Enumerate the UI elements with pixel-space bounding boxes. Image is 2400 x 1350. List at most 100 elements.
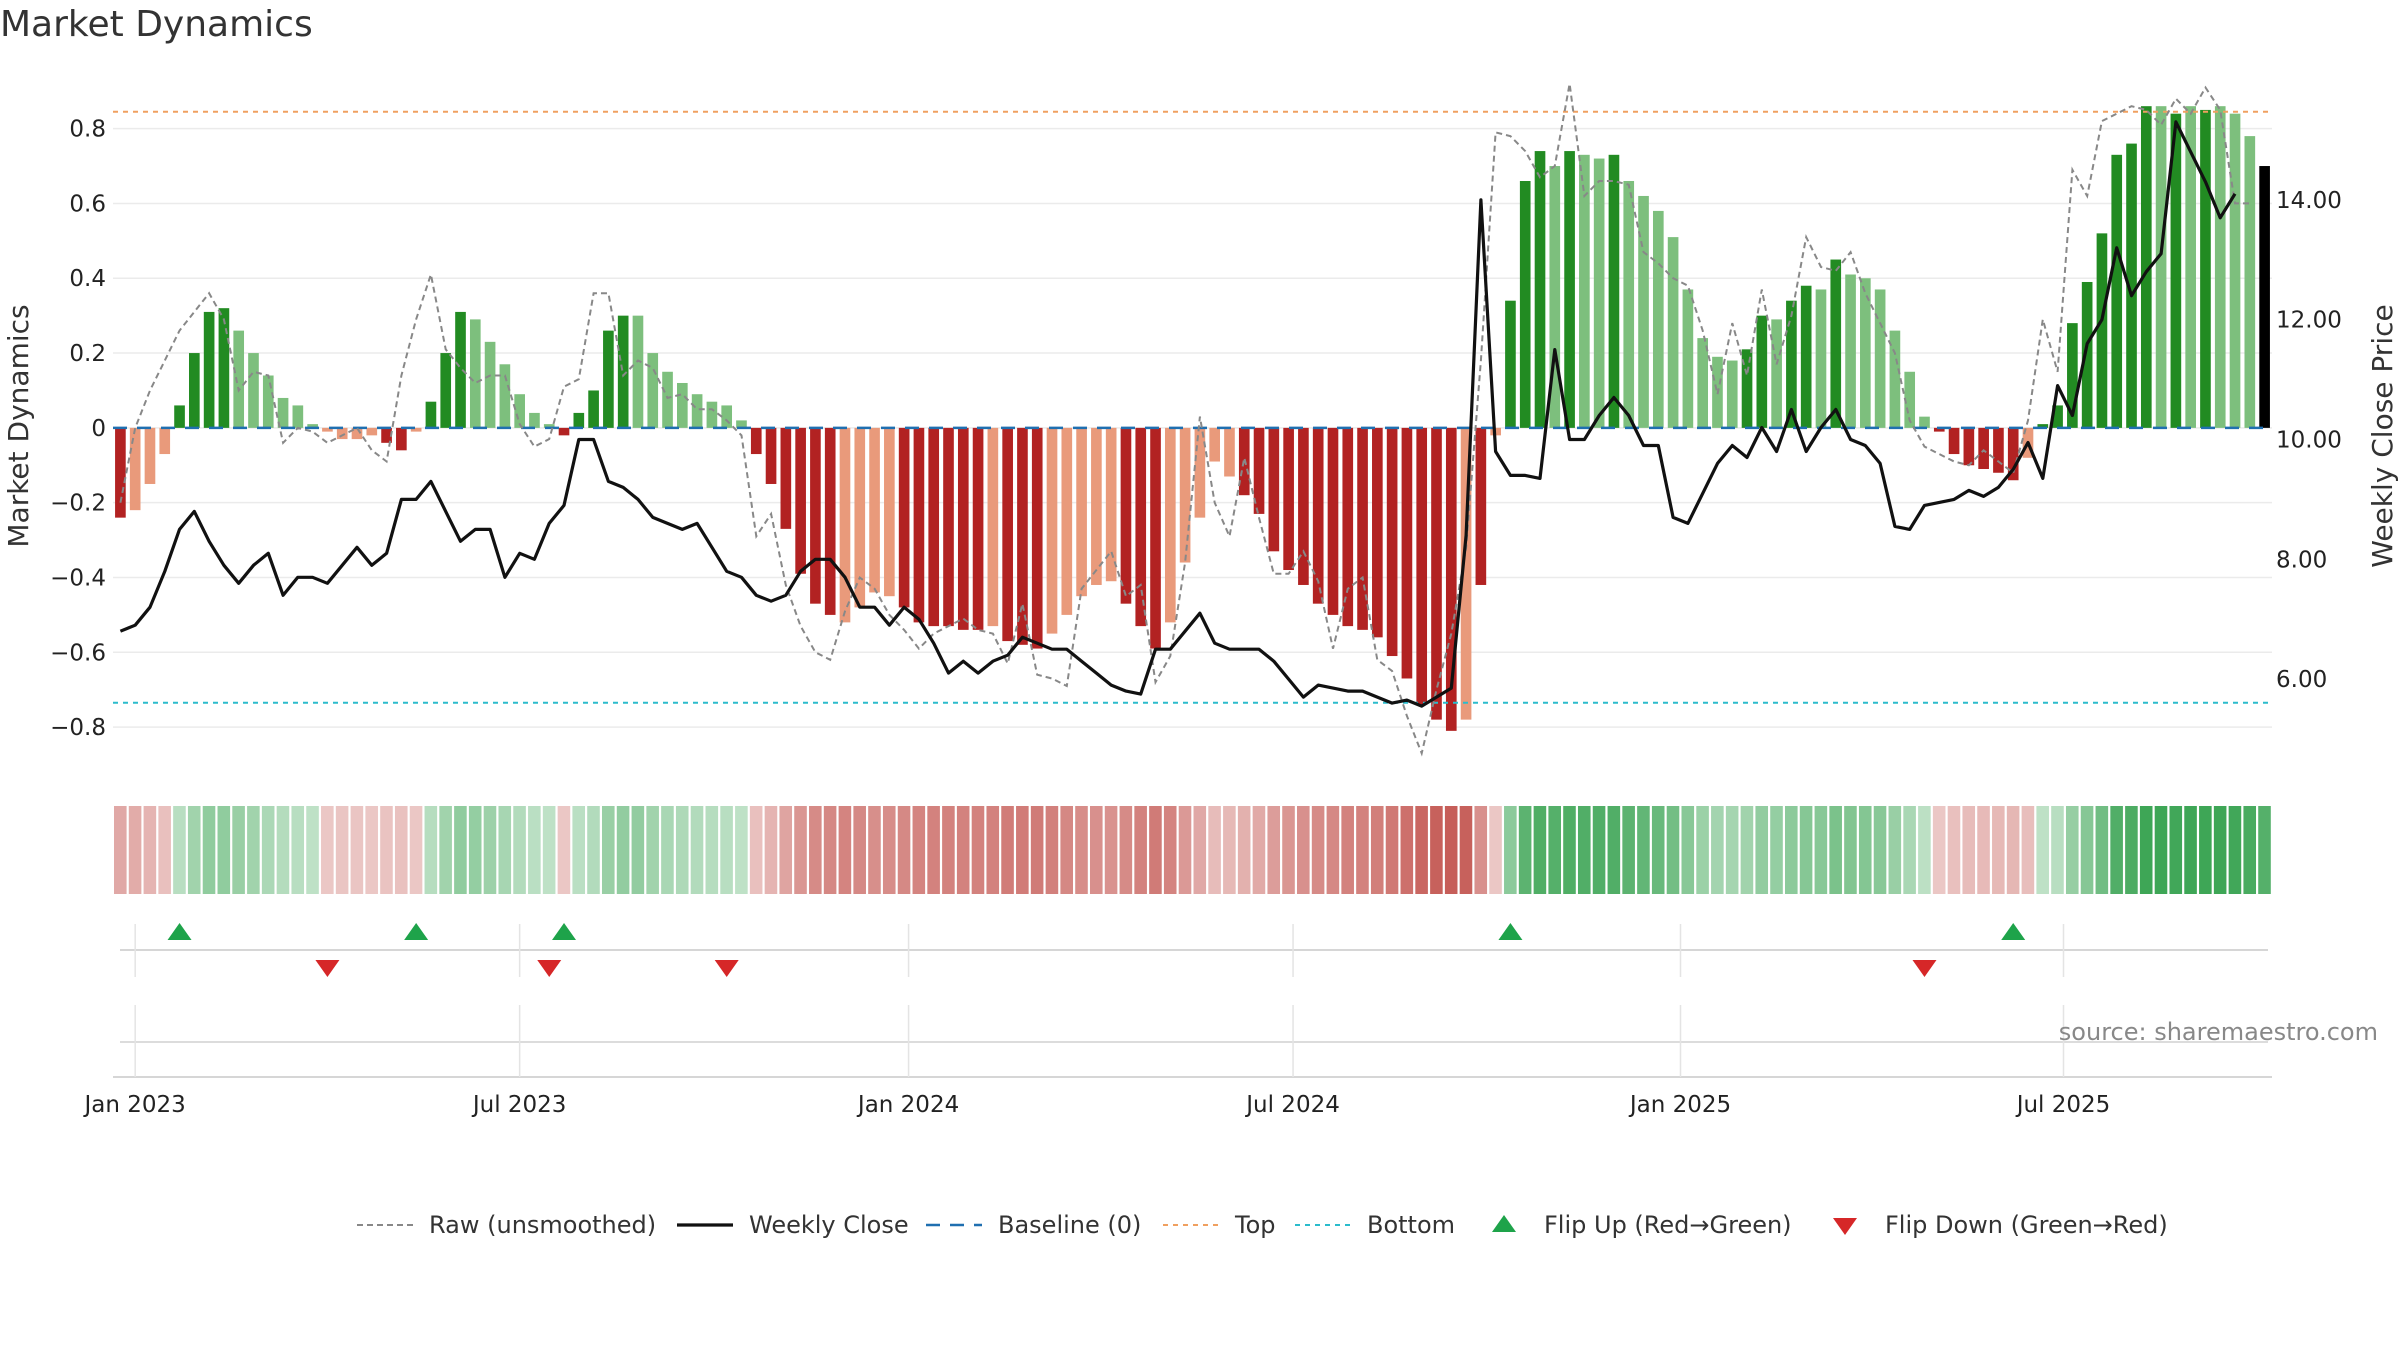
bar xyxy=(2126,143,2137,428)
bar xyxy=(144,427,156,484)
strip-cell xyxy=(1829,806,1842,894)
bar xyxy=(1682,289,1694,428)
bar xyxy=(1179,427,1191,563)
bar xyxy=(972,427,984,630)
strip-cell xyxy=(1563,806,1576,894)
bar xyxy=(2140,106,2152,428)
bar xyxy=(499,364,511,428)
bar xyxy=(1253,427,1265,514)
bar xyxy=(750,427,762,455)
strip-cell xyxy=(587,806,600,894)
bar xyxy=(1697,338,1708,428)
legend-label: Flip Down (Green→Red) xyxy=(1885,1211,2168,1239)
strip-cell xyxy=(2184,806,2197,894)
strip-cell xyxy=(1666,806,1680,894)
bar xyxy=(2244,136,2256,428)
x-tick-label: Jan 2023 xyxy=(83,1092,186,1118)
bar xyxy=(159,427,171,455)
bar xyxy=(1726,360,1738,428)
x-tick-label: Jan 2025 xyxy=(1628,1092,1731,1118)
bar xyxy=(1475,427,1487,585)
strip-cell xyxy=(1918,806,1931,894)
strip-cell xyxy=(1060,806,1073,894)
strip-cell xyxy=(1548,806,1561,894)
strip-cell xyxy=(498,806,512,894)
bar xyxy=(366,427,378,436)
strip-cell xyxy=(809,806,822,894)
bar xyxy=(2200,109,2211,428)
bar xyxy=(1002,427,1013,642)
close-series xyxy=(119,120,2237,708)
bar xyxy=(1800,285,1812,428)
strip-cell xyxy=(2125,806,2138,894)
bar xyxy=(1564,151,1575,428)
strip-cell xyxy=(690,806,704,894)
bar xyxy=(1786,300,1797,428)
bar xyxy=(558,427,570,436)
strip-cell xyxy=(1814,806,1828,894)
bar xyxy=(839,427,851,623)
flip-up-marker xyxy=(404,923,429,940)
bar xyxy=(987,427,999,627)
bar xyxy=(1904,371,1916,428)
strip-cell xyxy=(1858,806,1872,894)
bar xyxy=(203,311,215,428)
strip-cell xyxy=(1844,806,1857,894)
bar xyxy=(1874,289,1886,428)
x-tick-label: Jul 2025 xyxy=(2015,1092,2111,1118)
bar xyxy=(1919,416,1930,428)
strip-cell xyxy=(764,806,778,894)
flip-down-marker xyxy=(1912,960,1937,977)
strip-cell xyxy=(1799,806,1813,894)
strip-cell xyxy=(528,806,541,894)
legend: Raw (unsmoothed) Weekly Close Baseline (0)… xyxy=(357,1211,2168,1239)
strip-cell xyxy=(2036,806,2049,894)
bar xyxy=(233,330,245,428)
bar xyxy=(736,420,747,428)
strip-cell xyxy=(1178,806,1192,894)
bar xyxy=(780,427,792,529)
bar xyxy=(1431,427,1442,720)
strip-cell xyxy=(2258,806,2271,894)
bar xyxy=(514,394,525,428)
bar xyxy=(307,424,318,428)
bar xyxy=(1445,427,1457,731)
strip-cell xyxy=(454,806,467,894)
bar xyxy=(2067,323,2078,428)
bar xyxy=(189,353,200,428)
bar xyxy=(1046,427,1058,634)
flip-down-marker xyxy=(315,960,340,977)
strip-cell xyxy=(868,806,881,894)
bar xyxy=(2155,106,2167,428)
bar xyxy=(1667,237,1679,428)
strip-cell xyxy=(1075,806,1088,894)
strip-cell xyxy=(601,806,615,894)
flip-up-marker xyxy=(167,923,192,940)
strip-cell xyxy=(1681,806,1695,894)
x-tick-label: Jul 2024 xyxy=(1244,1092,1340,1118)
y-tick-label: 0.2 xyxy=(69,341,106,367)
strip-cell xyxy=(631,806,645,894)
bar xyxy=(810,427,821,604)
strip-cell xyxy=(1903,806,1916,894)
strip-cell xyxy=(794,806,807,894)
strip-cell xyxy=(1356,806,1369,894)
strip-cell xyxy=(1415,806,1428,894)
bar xyxy=(484,341,496,428)
strip-cell xyxy=(143,806,157,894)
bar xyxy=(381,427,392,443)
y2-tick-label: 6.00 xyxy=(2276,667,2327,693)
strip-cell xyxy=(1252,806,1266,894)
strip-cell xyxy=(675,806,689,894)
legend-label: Baseline (0) xyxy=(998,1211,1141,1239)
bar xyxy=(603,330,614,428)
strip-cell xyxy=(439,806,452,894)
flip-markers xyxy=(167,923,2026,977)
flip-down-marker xyxy=(714,960,739,977)
bars xyxy=(115,106,2270,731)
y-tick-label: 0.6 xyxy=(69,191,106,217)
strip-cell xyxy=(542,806,556,894)
strip-cell xyxy=(394,806,408,894)
strip-cell xyxy=(1577,806,1591,894)
bar xyxy=(854,427,866,608)
